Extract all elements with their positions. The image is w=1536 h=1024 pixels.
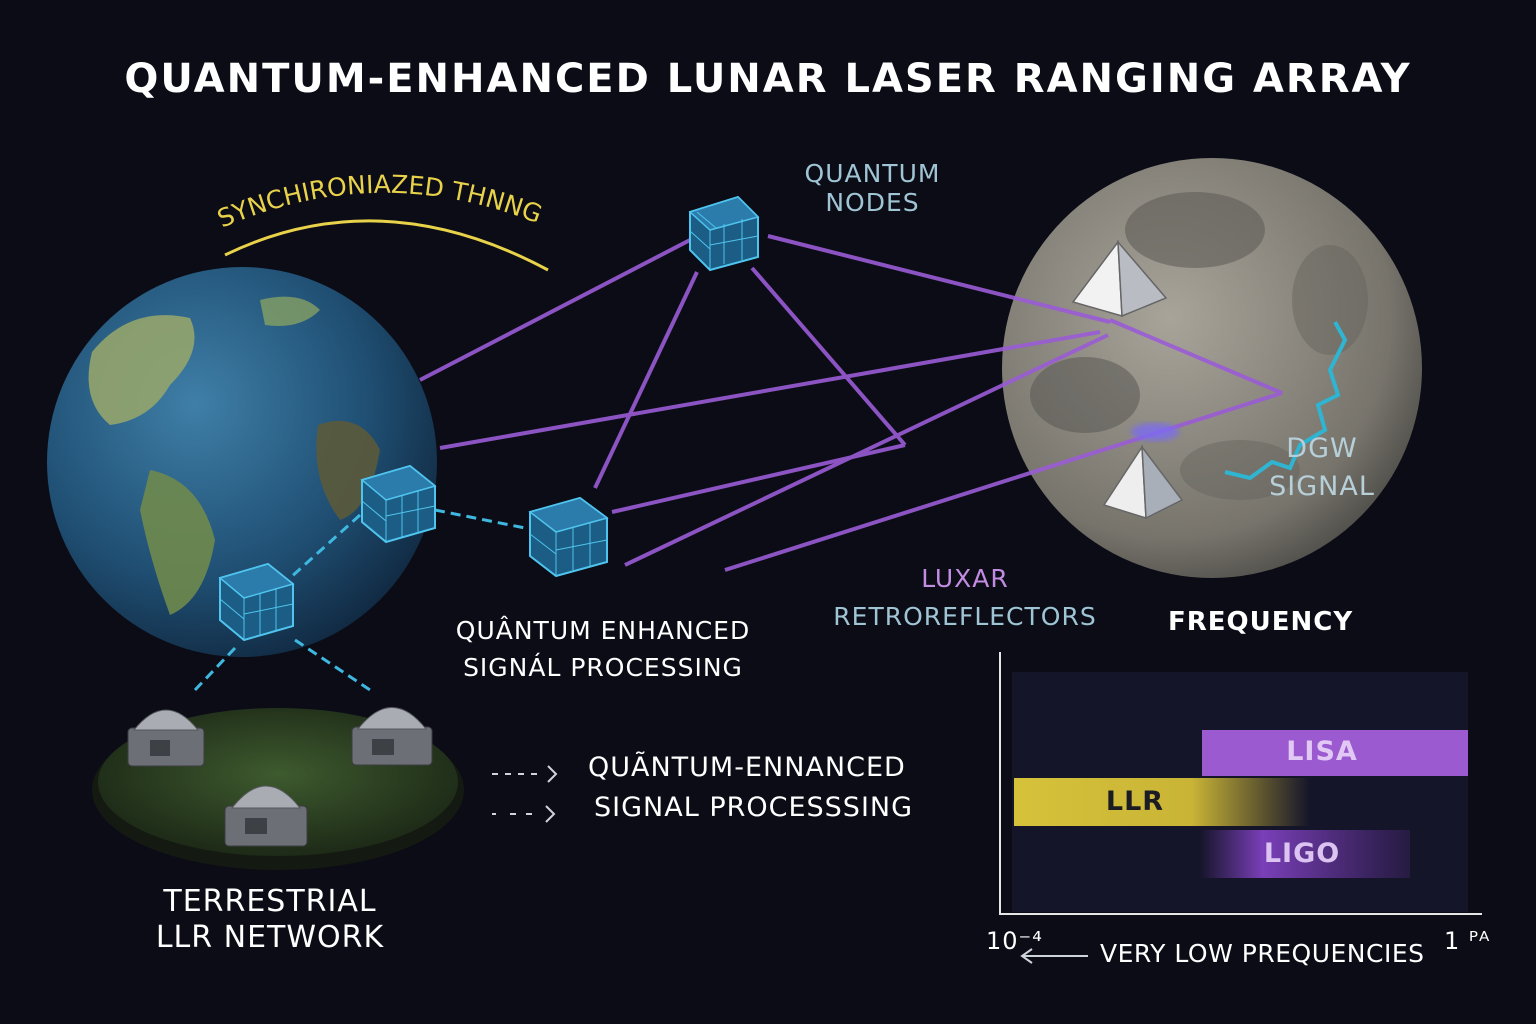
band-ligo-bar — [1200, 830, 1410, 878]
luxar-line-1: LUXAR — [921, 564, 1009, 593]
legend-arrow-1-icon — [492, 765, 558, 783]
laser-links — [419, 234, 1283, 572]
legend-arrow-2-icon — [492, 805, 556, 823]
terrestrial-line-1: TERRESTRIAL — [163, 884, 377, 919]
band-ligo-label: LIGO — [1263, 838, 1341, 869]
retroreflector-lower-icon — [1102, 444, 1184, 520]
qe-signal-processing-line-2: SIGNÁL PROCESSING — [463, 653, 743, 682]
observatory-dome-right-icon — [351, 707, 433, 766]
retroreflector-upper-icon — [1071, 239, 1168, 318]
left-arrow-icon — [1020, 948, 1088, 964]
observatory-dome-front-icon — [224, 785, 308, 847]
quantum-node-center-icon — [528, 496, 609, 578]
band-lisa-bar — [1202, 730, 1468, 776]
quantum-node-earth-2-icon — [218, 562, 295, 642]
moon — [1002, 158, 1422, 578]
quantum-nodes-line-2: NODES — [825, 187, 920, 217]
earth — [47, 267, 437, 657]
freq-axis-note: VERY LOW PREQUENCIES — [1100, 939, 1425, 968]
quantum-nodes-line-1: QUANTUM — [804, 159, 941, 188]
band-lisa-label: LISA — [1286, 736, 1358, 767]
qe-signal-processing-line-1: QUÂNTUM ENHANCED — [455, 616, 751, 645]
legend-line-1: QUÃNTUM-ENNANCED — [588, 752, 906, 783]
observatory-dome-left-icon — [127, 709, 205, 767]
dgw-line-2: SIGNAL — [1269, 471, 1375, 502]
band-llr-label: LLR — [1105, 786, 1165, 817]
sync-timing-arc — [224, 219, 549, 272]
band-llr-bar — [1014, 778, 1310, 826]
terrestrial-line-2: LLR NETWORK — [155, 920, 385, 955]
laser-glow — [1131, 423, 1179, 441]
luxar-retroreflectors-label: LUXAR RETROREFLECTORS — [820, 560, 1110, 636]
freq-right-tick: 1 ᴾᴬ — [1444, 927, 1491, 955]
dgw-line-1: DGW — [1286, 433, 1358, 464]
page-title: QUANTUM-ENHANCED LUNAR LASER RANGING ARR… — [124, 56, 1412, 102]
quantum-node-earth-1-icon — [360, 464, 437, 544]
dgw-signal-label: DGW SIGNAL — [1262, 430, 1382, 506]
luxar-line-2: RETROREFLECTORS — [833, 602, 1097, 631]
sync-timing-label: SYNCHIRONIAZED THNNG — [213, 170, 546, 234]
qe-signal-processing-label: QUÂNTUM ENHANCED SIGNÁL PROCESSING — [438, 612, 768, 686]
frequency-label: FREQUENCY — [1168, 607, 1354, 637]
legend-line-2: SIGNAL PROCESSSING — [594, 792, 914, 823]
quantum-node-top-icon — [688, 195, 760, 272]
freq-left-tick: 10⁻⁴ — [986, 927, 1043, 955]
quantum-nodes-label: QUANTUM NODES — [790, 159, 955, 218]
terrestrial-network-label: TERRESTRIAL LLR NETWORK — [140, 884, 400, 956]
dgw-signal-trace — [1224, 321, 1348, 481]
